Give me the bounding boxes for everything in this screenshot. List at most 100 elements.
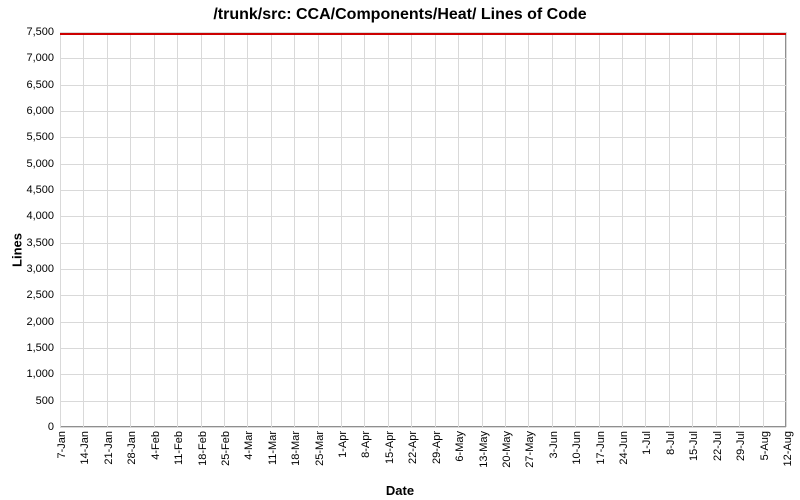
- y-gridline: [60, 243, 786, 244]
- x-tick-label: 12-Aug: [782, 431, 794, 466]
- x-tick-label: 17-Jun: [595, 431, 607, 465]
- y-gridline: [60, 269, 786, 270]
- plot-border: [60, 32, 786, 427]
- y-axis-label: Lines: [9, 233, 24, 267]
- x-tick-label: 1-Apr: [337, 431, 349, 458]
- y-gridline: [60, 85, 786, 86]
- y-gridline: [60, 164, 786, 165]
- y-tick-label: 3,000: [26, 263, 54, 275]
- x-gridline: [247, 32, 248, 427]
- x-tick-label: 7-Jan: [56, 431, 68, 459]
- x-gridline: [107, 32, 108, 427]
- x-gridline: [739, 32, 740, 427]
- y-tick-label: 6,500: [26, 79, 54, 91]
- x-gridline: [599, 32, 600, 427]
- chart-title: /trunk/src: CCA/Components/Heat/ Lines o…: [0, 6, 800, 24]
- x-gridline: [294, 32, 295, 427]
- x-gridline: [435, 32, 436, 427]
- y-tick-label: 2,500: [26, 289, 54, 301]
- x-gridline: [458, 32, 459, 427]
- x-tick-label: 13-May: [478, 431, 490, 468]
- x-tick-label: 20-May: [501, 431, 513, 468]
- y-tick-label: 4,000: [26, 210, 54, 222]
- x-gridline: [505, 32, 506, 427]
- x-tick-label: 3-Jun: [548, 431, 560, 459]
- x-gridline: [622, 32, 623, 427]
- x-tick-label: 6-May: [454, 431, 466, 462]
- y-gridline: [60, 137, 786, 138]
- x-tick-label: 10-Jun: [571, 431, 583, 465]
- x-tick-label: 29-Jul: [735, 431, 747, 461]
- x-gridline: [763, 32, 764, 427]
- y-gridline: [60, 322, 786, 323]
- x-tick-label: 15-Apr: [384, 431, 396, 464]
- x-tick-label: 21-Jan: [103, 431, 115, 465]
- y-gridline: [60, 295, 786, 296]
- x-gridline: [388, 32, 389, 427]
- x-gridline: [224, 32, 225, 427]
- x-gridline: [318, 32, 319, 427]
- y-tick-label: 6,000: [26, 105, 54, 117]
- x-tick-label: 5-Aug: [759, 431, 771, 460]
- x-tick-label: 25-Feb: [220, 431, 232, 466]
- x-tick-label: 4-Feb: [150, 431, 162, 460]
- loc-chart: /trunk/src: CCA/Components/Heat/ Lines o…: [0, 0, 800, 500]
- x-gridline: [154, 32, 155, 427]
- x-gridline: [411, 32, 412, 427]
- y-tick-label: 7,000: [26, 52, 54, 64]
- y-gridline: [60, 401, 786, 402]
- x-axis-label: Date: [0, 483, 800, 498]
- x-gridline: [60, 32, 61, 427]
- y-tick-label: 7,500: [26, 26, 54, 38]
- x-gridline: [645, 32, 646, 427]
- x-gridline: [528, 32, 529, 427]
- x-tick-label: 24-Jun: [618, 431, 630, 465]
- x-tick-label: 1-Jul: [641, 431, 653, 455]
- x-tick-label: 14-Jan: [79, 431, 91, 465]
- y-gridline: [60, 190, 786, 191]
- y-tick-label: 0: [48, 421, 54, 433]
- x-gridline: [692, 32, 693, 427]
- x-tick-label: 15-Jul: [688, 431, 700, 461]
- y-gridline: [60, 111, 786, 112]
- x-gridline: [83, 32, 84, 427]
- x-gridline: [575, 32, 576, 427]
- x-tick-label: 27-May: [524, 431, 536, 468]
- x-gridline: [364, 32, 365, 427]
- x-gridline: [786, 32, 787, 427]
- y-tick-label: 3,500: [26, 237, 54, 249]
- x-gridline: [130, 32, 131, 427]
- x-tick-label: 8-Jul: [665, 431, 677, 455]
- x-tick-label: 11-Feb: [173, 431, 185, 465]
- x-gridline: [177, 32, 178, 427]
- y-gridline: [60, 216, 786, 217]
- x-tick-label: 11-Mar: [267, 431, 279, 465]
- series-line: [60, 33, 786, 35]
- x-tick-label: 29-Apr: [431, 431, 443, 464]
- x-gridline: [341, 32, 342, 427]
- x-gridline: [552, 32, 553, 427]
- y-gridline: [60, 374, 786, 375]
- y-tick-label: 1,000: [26, 368, 54, 380]
- x-tick-label: 25-Mar: [314, 431, 326, 466]
- y-gridline: [60, 348, 786, 349]
- x-tick-label: 4-Mar: [243, 431, 255, 460]
- y-gridline: [60, 58, 786, 59]
- x-gridline: [201, 32, 202, 427]
- x-tick-label: 8-Apr: [360, 431, 372, 458]
- x-gridline: [716, 32, 717, 427]
- x-gridline: [482, 32, 483, 427]
- y-tick-label: 1,500: [26, 342, 54, 354]
- plot-area: 05001,0001,5002,0002,5003,0003,5004,0004…: [60, 32, 786, 427]
- y-tick-label: 5,500: [26, 131, 54, 143]
- y-gridline: [60, 427, 786, 428]
- x-gridline: [271, 32, 272, 427]
- y-tick-label: 5,000: [26, 158, 54, 170]
- x-tick-label: 22-Jul: [712, 431, 724, 461]
- y-tick-label: 500: [36, 395, 54, 407]
- y-tick-label: 2,000: [26, 316, 54, 328]
- x-tick-label: 18-Feb: [197, 431, 209, 466]
- y-tick-label: 4,500: [26, 184, 54, 196]
- x-tick-label: 18-Mar: [290, 431, 302, 466]
- x-tick-label: 22-Apr: [407, 431, 419, 464]
